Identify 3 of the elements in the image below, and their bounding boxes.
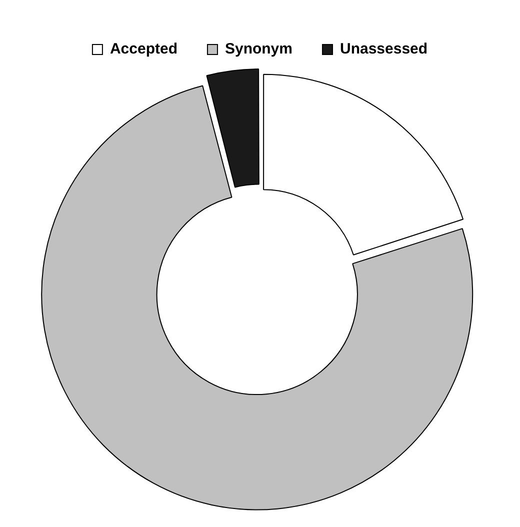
legend-label: Unassessed [340,40,428,58]
legend-label: Accepted [110,40,178,58]
legend-label: Synonym [224,40,292,58]
